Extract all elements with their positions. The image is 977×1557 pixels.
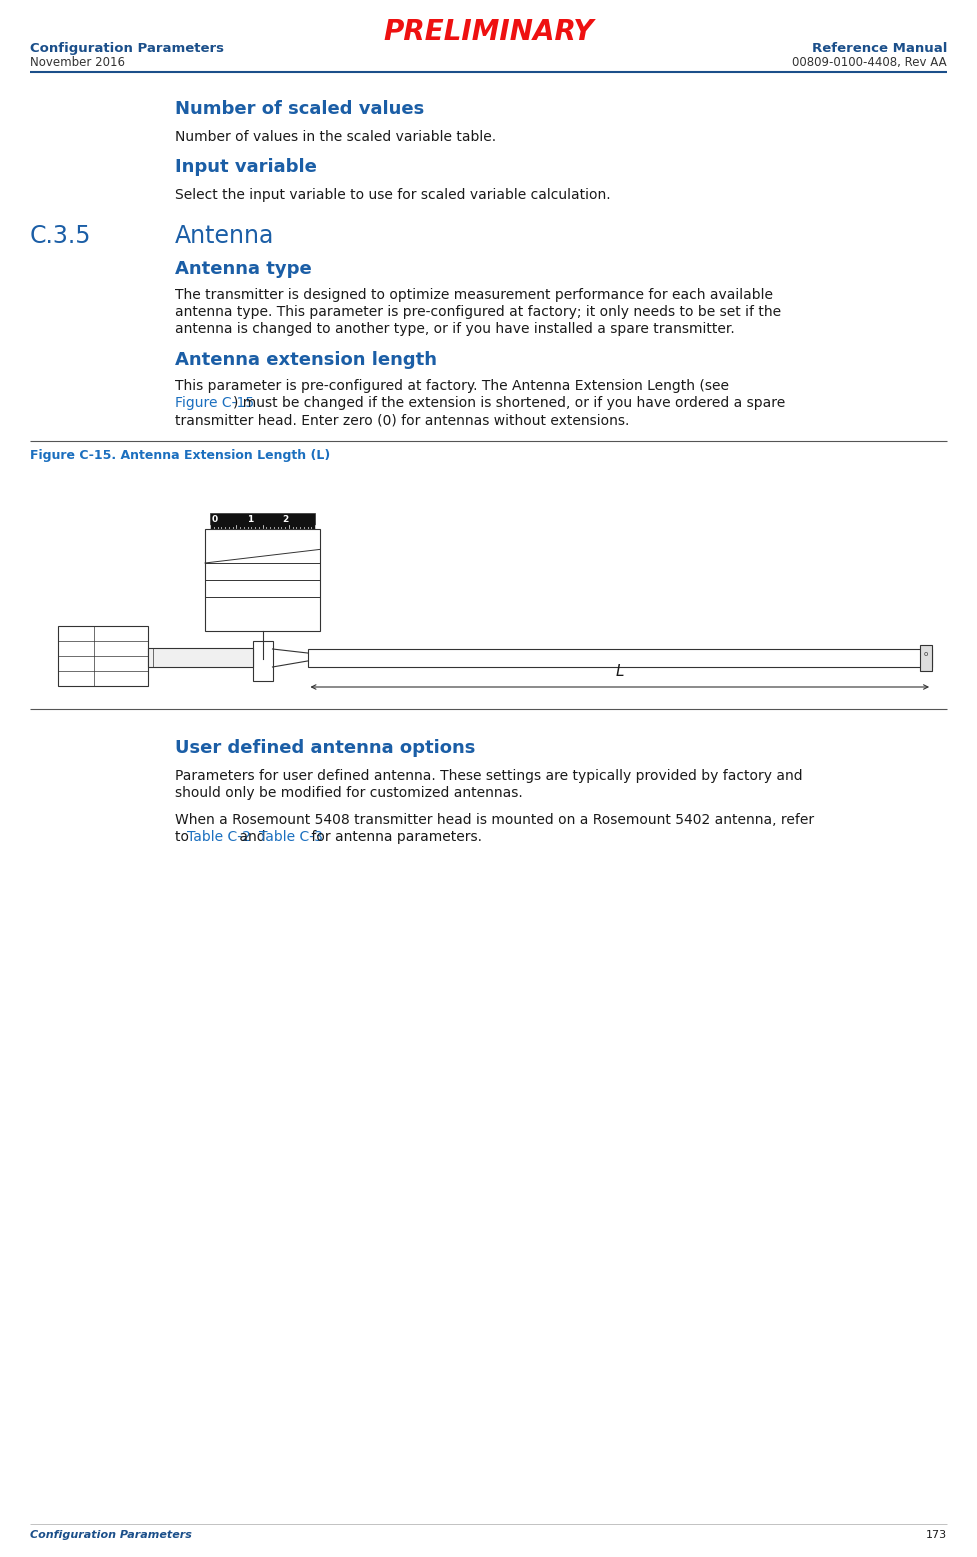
Text: L: L <box>616 663 624 679</box>
Text: This parameter is pre-configured at factory. The Antenna Extension Length (see: This parameter is pre-configured at fact… <box>175 378 729 392</box>
Text: 00809-0100-4408, Rev AA: 00809-0100-4408, Rev AA <box>792 56 947 69</box>
Text: Reference Manual: Reference Manual <box>812 42 947 54</box>
Bar <box>148 648 252 666</box>
Text: for antenna parameters.: for antenna parameters. <box>307 830 482 844</box>
Text: Input variable: Input variable <box>175 157 317 176</box>
Text: Antenna type: Antenna type <box>175 260 312 279</box>
Text: Select the input variable to use for scaled variable calculation.: Select the input variable to use for sca… <box>175 188 611 202</box>
Bar <box>58 626 148 687</box>
Text: Configuration Parameters: Configuration Parameters <box>30 1531 191 1540</box>
Text: Table C-3: Table C-3 <box>259 830 322 844</box>
Text: Number of scaled values: Number of scaled values <box>175 100 424 118</box>
Text: Antenna: Antenna <box>175 224 275 248</box>
Text: November 2016: November 2016 <box>30 56 125 69</box>
Text: When a Rosemount 5408 transmitter head is mounted on a Rosemount 5402 antenna, r: When a Rosemount 5408 transmitter head i… <box>175 813 814 827</box>
Text: Number of values in the scaled variable table.: Number of values in the scaled variable … <box>175 129 496 143</box>
Text: The transmitter is designed to optimize measurement performance for each availab: The transmitter is designed to optimize … <box>175 288 773 302</box>
Text: transmitter head. Enter zero (0) for antennas without extensions.: transmitter head. Enter zero (0) for ant… <box>175 413 629 427</box>
Text: and: and <box>235 830 270 844</box>
Text: Table C-2: Table C-2 <box>187 830 251 844</box>
Bar <box>210 512 315 529</box>
Text: Figure C-15. Antenna Extension Length (L): Figure C-15. Antenna Extension Length (L… <box>30 448 330 462</box>
Text: 3: 3 <box>317 515 323 525</box>
Text: o: o <box>924 651 928 657</box>
Text: ) must be changed if the extension is shortened, or if you have ordered a spare: ) must be changed if the extension is sh… <box>233 395 786 409</box>
Text: Figure C-15: Figure C-15 <box>175 395 254 409</box>
Bar <box>920 645 932 671</box>
Text: PRELIMINARY: PRELIMINARY <box>383 19 594 47</box>
Text: should only be modified for customized antennas.: should only be modified for customized a… <box>175 786 523 800</box>
Bar <box>205 529 320 631</box>
Text: Antenna extension length: Antenna extension length <box>175 350 437 369</box>
Text: 1: 1 <box>247 515 253 525</box>
Text: Configuration Parameters: Configuration Parameters <box>30 42 224 54</box>
Text: to: to <box>175 830 193 844</box>
Bar <box>252 641 273 680</box>
Text: antenna is changed to another type, or if you have installed a spare transmitter: antenna is changed to another type, or i… <box>175 322 735 336</box>
Text: Parameters for user defined antenna. These settings are typically provided by fa: Parameters for user defined antenna. The… <box>175 769 803 783</box>
Text: 0: 0 <box>212 515 218 525</box>
Text: User defined antenna options: User defined antenna options <box>175 740 476 757</box>
Bar <box>308 649 932 666</box>
Text: 2: 2 <box>282 515 288 525</box>
Text: 173: 173 <box>926 1531 947 1540</box>
Text: antenna type. This parameter is pre-configured at factory; it only needs to be s: antenna type. This parameter is pre-conf… <box>175 305 782 319</box>
Text: C.3.5: C.3.5 <box>30 224 92 248</box>
